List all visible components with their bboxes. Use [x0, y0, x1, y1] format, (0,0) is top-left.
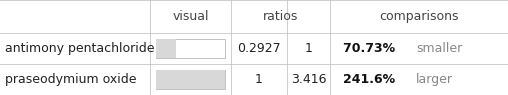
Text: 241.6%: 241.6%: [343, 73, 399, 86]
Text: 1: 1: [255, 73, 263, 86]
Text: 0.2927: 0.2927: [237, 42, 281, 55]
Text: 1: 1: [305, 42, 312, 55]
Text: praseodymium oxide: praseodymium oxide: [5, 73, 137, 86]
Text: comparisons: comparisons: [379, 10, 459, 23]
Text: larger: larger: [416, 73, 453, 86]
Bar: [156, 39, 176, 58]
Bar: [156, 70, 225, 89]
Bar: [156, 39, 225, 58]
Bar: [156, 70, 225, 89]
Text: 70.73%: 70.73%: [343, 42, 399, 55]
Text: smaller: smaller: [416, 42, 462, 55]
Text: visual: visual: [172, 10, 209, 23]
Text: antimony pentachloride: antimony pentachloride: [5, 42, 154, 55]
Text: 3.416: 3.416: [291, 73, 326, 86]
Text: ratios: ratios: [263, 10, 298, 23]
